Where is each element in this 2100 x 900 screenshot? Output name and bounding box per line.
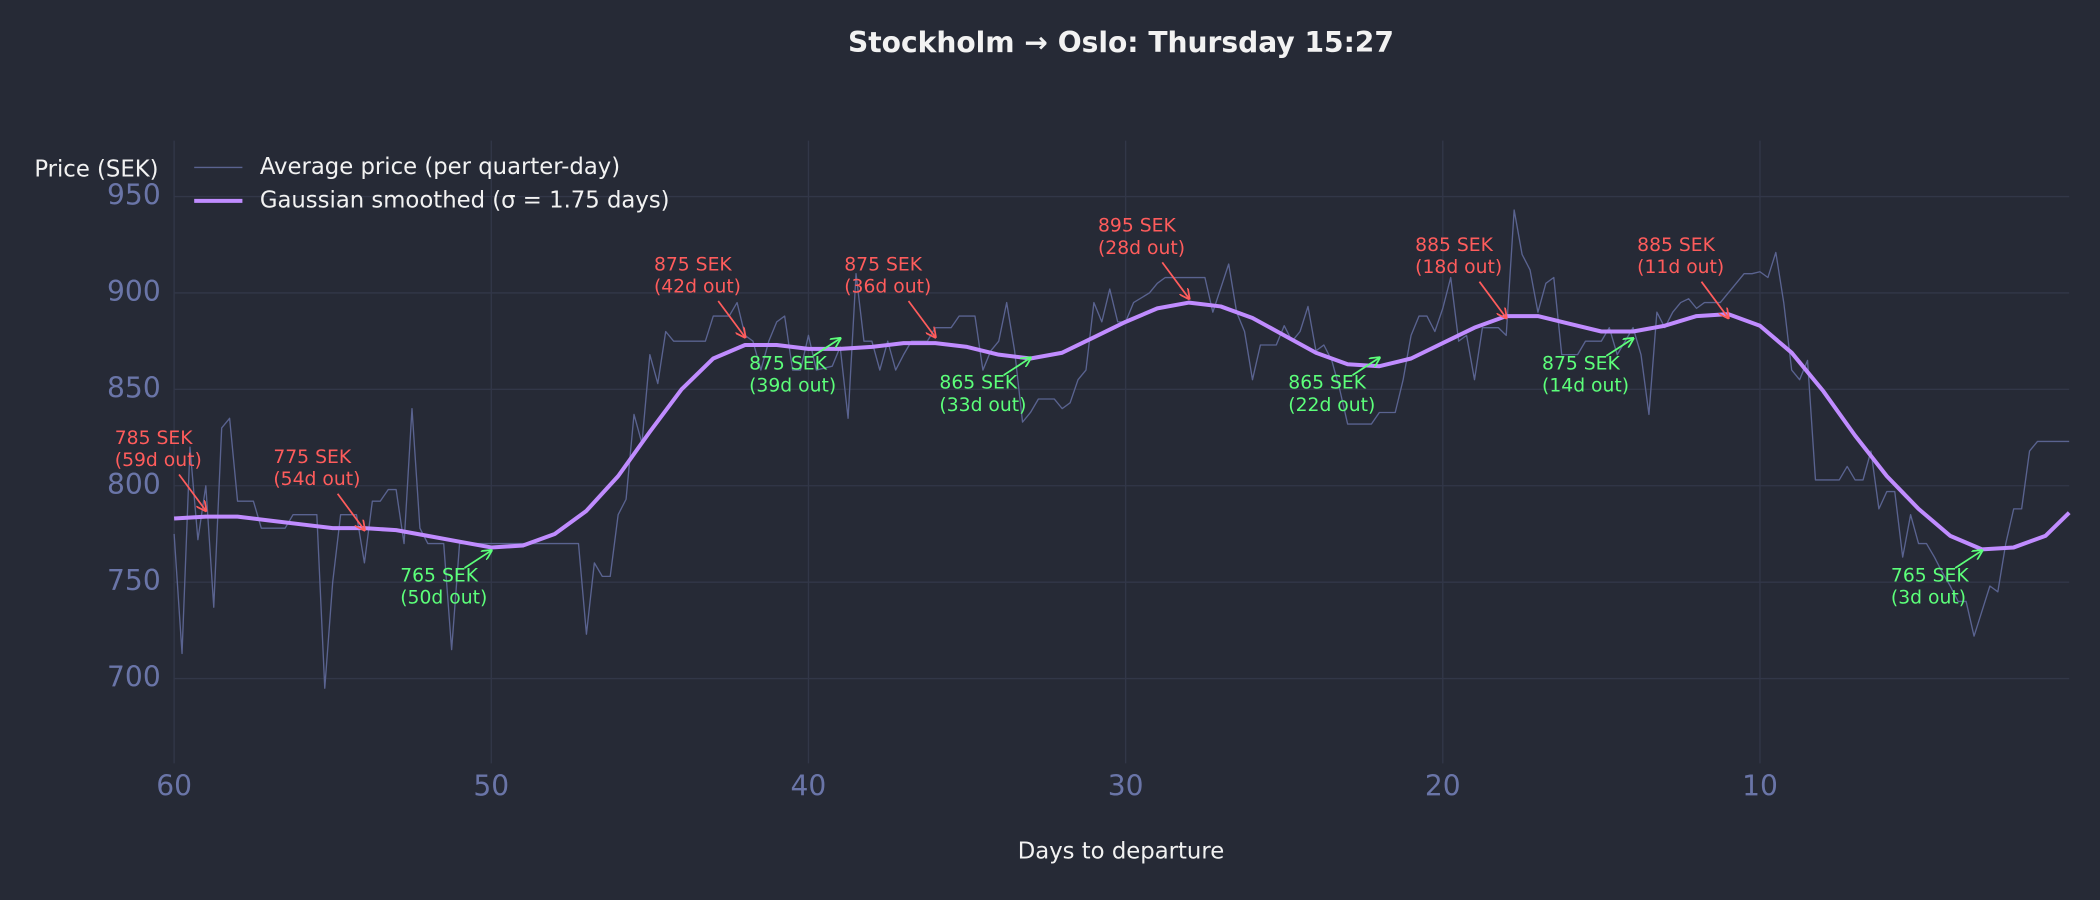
annotation-arrow bbox=[1161, 261, 1189, 298]
x-tick-label: 20 bbox=[1425, 770, 1461, 803]
annotation-label: 875 SEK bbox=[654, 254, 732, 275]
annotation-label: 875 SEK bbox=[844, 254, 922, 275]
annotation-label: (18d out) bbox=[1415, 257, 1502, 278]
x-tick-label: 50 bbox=[473, 770, 509, 803]
annotation-arrow bbox=[1954, 551, 1982, 569]
annotations: 785 SEK(59d out) 775 SEK(54d out)765 SEK(… bbox=[115, 216, 1982, 609]
annotation-label: (33d out) bbox=[939, 395, 1026, 416]
annotation-label: 865 SEK bbox=[1288, 373, 1366, 394]
annotation-label: 875 SEK bbox=[1542, 353, 1620, 374]
annotation-label: 785 SEK bbox=[115, 428, 193, 449]
y-tick-label: 850 bbox=[107, 371, 161, 404]
annotation-arrow bbox=[1003, 358, 1031, 376]
annotation-arrow bbox=[907, 300, 936, 337]
y-tick-label: 800 bbox=[107, 468, 161, 501]
annotation-arrow bbox=[812, 338, 840, 357]
series-line bbox=[173, 300, 2071, 552]
annotation-label: (22d out) bbox=[1288, 395, 1375, 416]
annotation-label: 895 SEK bbox=[1098, 216, 1176, 237]
y-tick-label: 950 bbox=[107, 179, 161, 212]
x-tick-label: 40 bbox=[791, 770, 827, 803]
annotation-label: 765 SEK bbox=[1891, 566, 1969, 587]
annotation-arrow bbox=[464, 551, 491, 569]
annotation-label: 765 SEK bbox=[400, 566, 478, 587]
x-tick-label: 10 bbox=[1742, 770, 1778, 803]
annotation-arrow bbox=[1605, 338, 1633, 357]
annotation-label: 885 SEK bbox=[1637, 235, 1715, 256]
y-tick-label: 750 bbox=[107, 564, 161, 597]
annotation-label: (3d out) bbox=[1891, 588, 1966, 609]
annotation-label: 875 SEK bbox=[749, 353, 827, 374]
legend-label: Average price (per quarter-day) bbox=[260, 154, 620, 180]
annotation-arrow bbox=[717, 300, 745, 337]
annotation-label: (39d out) bbox=[749, 376, 836, 397]
annotation-arrow bbox=[1352, 358, 1380, 376]
y-tick-label: 700 bbox=[107, 661, 161, 694]
annotation-arrow bbox=[178, 473, 206, 510]
annotation-label: (14d out) bbox=[1542, 376, 1629, 397]
legend-label: Gaussian smoothed (σ = 1.75 days) bbox=[260, 187, 670, 213]
annotation-label: 885 SEK bbox=[1415, 235, 1493, 256]
annotation-label: 775 SEK bbox=[273, 447, 351, 468]
x-tick-label: 60 bbox=[156, 770, 192, 803]
annotation-label: (28d out) bbox=[1098, 238, 1185, 259]
y-axis-label: Price (SEK) bbox=[34, 157, 158, 183]
annotation-label: (11d out) bbox=[1637, 257, 1724, 278]
annotation-arrow bbox=[1478, 281, 1506, 318]
annotation-label: 865 SEK bbox=[939, 373, 1017, 394]
annotation-label: (59d out) bbox=[115, 450, 202, 471]
plot-area bbox=[173, 209, 2071, 689]
annotation-label: (50d out) bbox=[400, 588, 487, 609]
y-tick-label: 900 bbox=[107, 275, 161, 308]
x-tick-label: 30 bbox=[1108, 770, 1144, 803]
annotation-arrow bbox=[1700, 281, 1728, 318]
annotation-label: (36d out) bbox=[844, 276, 931, 297]
annotation-arrow bbox=[336, 493, 365, 530]
legend: Average price (per quarter-day) Gaussian … bbox=[194, 154, 670, 213]
annotation-label: (42d out) bbox=[654, 276, 741, 297]
series-line bbox=[173, 209, 2070, 689]
x-axis-label: Days to departure bbox=[1018, 838, 1224, 864]
chart-title: Stockholm → Oslo: Thursday 15:27 bbox=[848, 26, 1394, 59]
annotation-label: (54d out) bbox=[273, 469, 360, 490]
grid: 700 750 800 850 900 950 60 50 40 30 20 10 bbox=[107, 140, 2070, 803]
